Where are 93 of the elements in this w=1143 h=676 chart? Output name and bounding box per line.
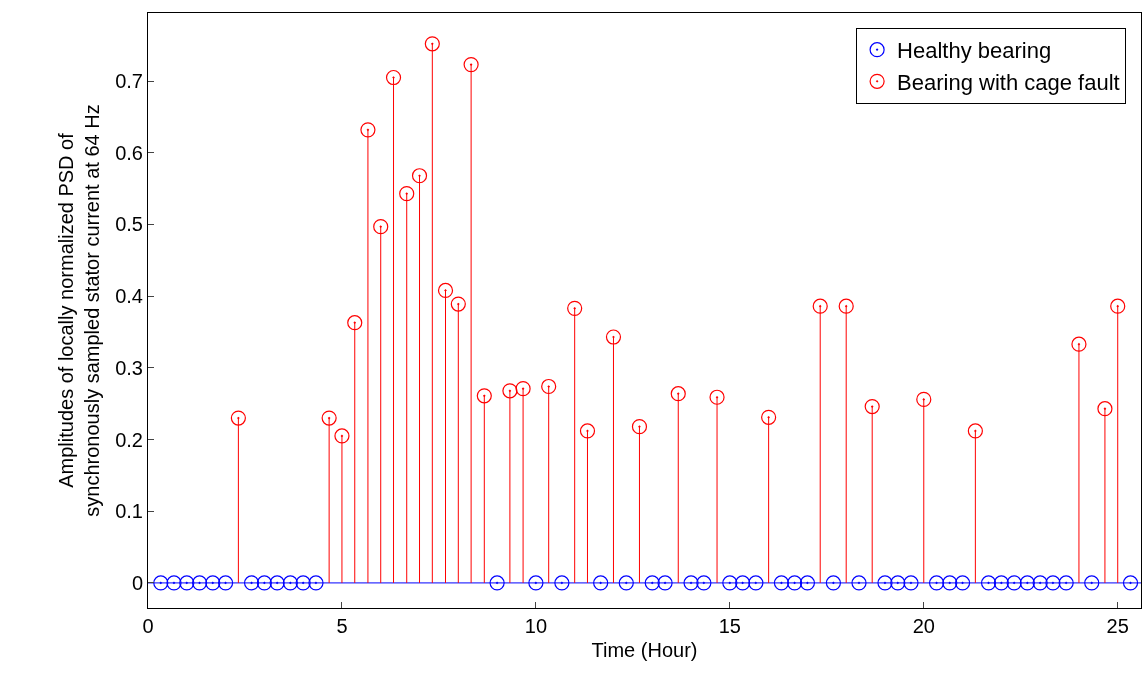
point — [799, 575, 816, 591]
point — [709, 389, 725, 405]
point — [179, 575, 195, 591]
point — [1019, 575, 1035, 591]
point — [308, 575, 324, 591]
point — [1006, 575, 1022, 591]
point — [631, 419, 648, 435]
point — [942, 575, 958, 591]
point — [450, 296, 466, 312]
point — [347, 315, 363, 331]
point — [192, 575, 208, 591]
point — [385, 69, 402, 86]
point — [787, 575, 803, 591]
point — [489, 575, 505, 591]
point — [748, 575, 764, 591]
point — [1032, 575, 1048, 591]
point — [696, 575, 712, 591]
point — [851, 575, 867, 591]
x-tick-label: 20 — [912, 615, 935, 637]
point — [217, 575, 234, 591]
point — [1084, 575, 1100, 591]
point — [761, 409, 777, 425]
point — [424, 36, 440, 52]
point — [567, 300, 583, 316]
point — [670, 386, 686, 402]
point — [502, 383, 518, 399]
point — [166, 575, 182, 591]
point — [282, 575, 298, 591]
point — [1097, 401, 1113, 417]
point — [825, 575, 841, 591]
point — [256, 575, 272, 591]
y-tick-label: 0.2 — [115, 428, 143, 451]
point — [1071, 336, 1087, 352]
y-tick-label: 0 — [131, 571, 143, 594]
legend-label: Healthy bearing — [897, 38, 1052, 64]
point — [269, 575, 285, 591]
y-tick-label: 0.1 — [115, 500, 143, 523]
point — [954, 575, 971, 591]
point — [373, 219, 389, 235]
point — [618, 575, 634, 591]
point — [812, 298, 828, 314]
point — [593, 575, 609, 591]
point — [579, 423, 596, 439]
point — [864, 398, 880, 415]
point — [683, 575, 699, 591]
point — [230, 410, 246, 426]
point — [399, 186, 415, 202]
point — [916, 391, 932, 407]
point — [528, 575, 544, 591]
point — [838, 298, 854, 314]
point — [1110, 298, 1126, 314]
point — [1058, 575, 1074, 591]
point — [735, 575, 751, 591]
point — [773, 575, 790, 591]
point — [554, 575, 570, 591]
point — [1122, 575, 1139, 591]
point — [903, 575, 919, 591]
point — [295, 575, 311, 591]
point — [463, 57, 479, 73]
point — [890, 575, 906, 591]
y-tick-label: 0.7 — [115, 70, 143, 93]
x-tick-label: 25 — [1106, 615, 1129, 637]
y-tick-label: 0.6 — [115, 141, 143, 164]
y-tick-label: 0.5 — [115, 213, 143, 236]
legend-label: Bearing with cage fault — [897, 69, 1120, 95]
point — [644, 575, 660, 591]
point — [967, 423, 983, 439]
point — [877, 575, 893, 591]
point — [205, 575, 221, 591]
point — [334, 428, 350, 444]
point — [437, 282, 454, 299]
x-tick-label: 5 — [336, 615, 348, 637]
point — [411, 168, 428, 184]
point — [928, 575, 945, 591]
point — [657, 575, 673, 591]
point — [980, 575, 997, 591]
point — [515, 381, 531, 397]
point — [153, 575, 169, 591]
x-tick-label: 15 — [718, 615, 741, 637]
y-tick-label: 0.3 — [115, 356, 143, 379]
point — [541, 378, 557, 395]
point — [321, 410, 337, 426]
y-axis-title: Amplitudes of locally normalized PSD of synchronously sampled stator current at 64 Hz — [54, 104, 103, 517]
point — [476, 388, 492, 404]
point — [993, 575, 1009, 591]
y-tick-label: 0.4 — [115, 285, 143, 308]
point — [243, 575, 260, 591]
x-axis-title: Time (Hour) — [591, 638, 698, 661]
x-tick-label: 10 — [524, 615, 548, 637]
point — [605, 329, 622, 345]
point — [1045, 575, 1061, 591]
point — [722, 575, 738, 591]
point — [360, 122, 376, 138]
